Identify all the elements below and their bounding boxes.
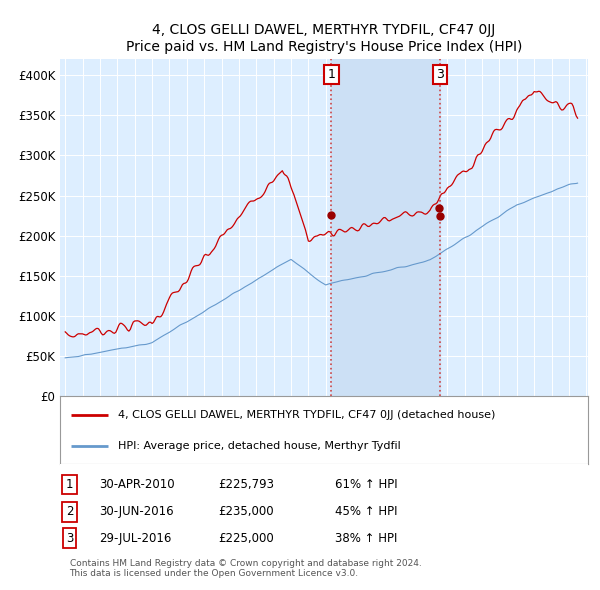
- Text: This data is licensed under the Open Government Licence v3.0.: This data is licensed under the Open Gov…: [70, 569, 359, 578]
- Title: 4, CLOS GELLI DAWEL, MERTHYR TYDFIL, CF47 0JJ
Price paid vs. HM Land Registry's : 4, CLOS GELLI DAWEL, MERTHYR TYDFIL, CF4…: [126, 24, 522, 54]
- Text: 45% ↑ HPI: 45% ↑ HPI: [335, 506, 397, 519]
- Text: 1: 1: [328, 68, 335, 81]
- Text: 3: 3: [436, 68, 444, 81]
- Text: £225,793: £225,793: [218, 478, 274, 491]
- Text: Contains HM Land Registry data © Crown copyright and database right 2024.: Contains HM Land Registry data © Crown c…: [70, 559, 421, 568]
- Text: HPI: Average price, detached house, Merthyr Tydfil: HPI: Average price, detached house, Mert…: [118, 441, 401, 451]
- Text: 29-JUL-2016: 29-JUL-2016: [100, 532, 172, 545]
- Text: £235,000: £235,000: [218, 506, 274, 519]
- Text: 1: 1: [66, 478, 73, 491]
- Text: 2: 2: [66, 506, 73, 519]
- Text: 3: 3: [66, 532, 73, 545]
- Text: 30-JUN-2016: 30-JUN-2016: [100, 506, 174, 519]
- Bar: [331, 59, 440, 396]
- Text: 30-APR-2010: 30-APR-2010: [100, 478, 175, 491]
- Text: 38% ↑ HPI: 38% ↑ HPI: [335, 532, 397, 545]
- Text: 4, CLOS GELLI DAWEL, MERTHYR TYDFIL, CF47 0JJ (detached house): 4, CLOS GELLI DAWEL, MERTHYR TYDFIL, CF4…: [118, 409, 496, 419]
- Text: £225,000: £225,000: [218, 532, 274, 545]
- Text: 61% ↑ HPI: 61% ↑ HPI: [335, 478, 397, 491]
